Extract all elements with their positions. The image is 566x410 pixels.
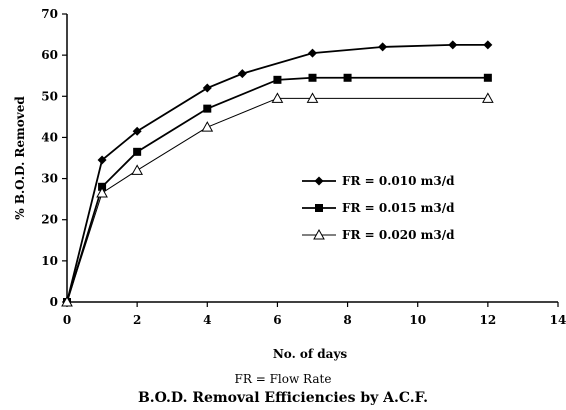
data-point — [133, 147, 142, 156]
legend-label: FR = 0.010 m3/d — [342, 174, 455, 188]
data-point — [202, 83, 212, 93]
legend-marker — [314, 176, 324, 186]
data-point — [97, 155, 107, 165]
data-point — [308, 48, 317, 58]
y-tick-label: 20 — [41, 213, 58, 227]
legend-marker — [313, 228, 325, 240]
data-point — [237, 69, 247, 79]
data-point — [96, 186, 108, 198]
y-tick-label: 70 — [41, 7, 58, 21]
data-point — [483, 40, 493, 50]
series-triangle — [61, 92, 494, 307]
series-line — [66, 76, 488, 303]
data-point — [98, 182, 107, 191]
data-point — [201, 121, 214, 132]
data-point — [203, 104, 212, 113]
y-axis-label: % B.O.D. Removed — [13, 96, 27, 220]
x-tick-label: 2 — [133, 313, 141, 327]
data-point — [273, 75, 282, 84]
data-point — [271, 92, 284, 103]
data-point — [308, 73, 317, 82]
x-tick-label: 0 — [63, 313, 71, 327]
y-tick-label: 40 — [41, 130, 58, 144]
data-point — [378, 42, 388, 52]
series-layer — [61, 40, 494, 307]
data-point — [306, 92, 319, 103]
y-tick-label: 10 — [41, 254, 58, 268]
x-tick-label: 12 — [480, 313, 497, 327]
legend-item: FR = 0.010 m3/d — [302, 174, 455, 188]
data-point — [483, 73, 492, 82]
data-point — [61, 295, 73, 307]
legend-item: FR = 0.015 m3/d — [302, 201, 455, 215]
y-tick-label: 0 — [50, 295, 58, 309]
legend-item: FR = 0.020 m3/d — [302, 228, 455, 242]
x-tick-label: 8 — [343, 313, 351, 327]
x-tick-label: 14 — [550, 313, 566, 327]
data-point — [343, 73, 352, 82]
data-point — [482, 92, 494, 103]
data-point — [132, 126, 142, 136]
x-tick-label: 4 — [203, 313, 211, 327]
legend-label: FR = 0.020 m3/d — [342, 228, 455, 242]
legend-label: FR = 0.015 m3/d — [342, 201, 455, 215]
chart-title: B.O.D. Removal Efficiencies by A.C.F. — [137, 390, 429, 406]
y-tick-label: 30 — [41, 172, 58, 186]
y-tick-label: 50 — [41, 89, 58, 103]
legend-marker — [315, 204, 323, 212]
series-square — [63, 73, 492, 306]
x-axis-label: No. of days — [273, 347, 348, 361]
y-tick-label: 60 — [41, 48, 58, 62]
data-point — [131, 164, 143, 175]
x-tick-label: 6 — [273, 313, 281, 327]
x-tick-label: 10 — [409, 313, 426, 327]
flow-rate-note: FR = Flow Rate — [234, 372, 332, 386]
data-point — [448, 40, 458, 50]
legend: FR = 0.010 m3/d FR = 0.015 m3/d FR = 0.020… — [302, 174, 455, 242]
